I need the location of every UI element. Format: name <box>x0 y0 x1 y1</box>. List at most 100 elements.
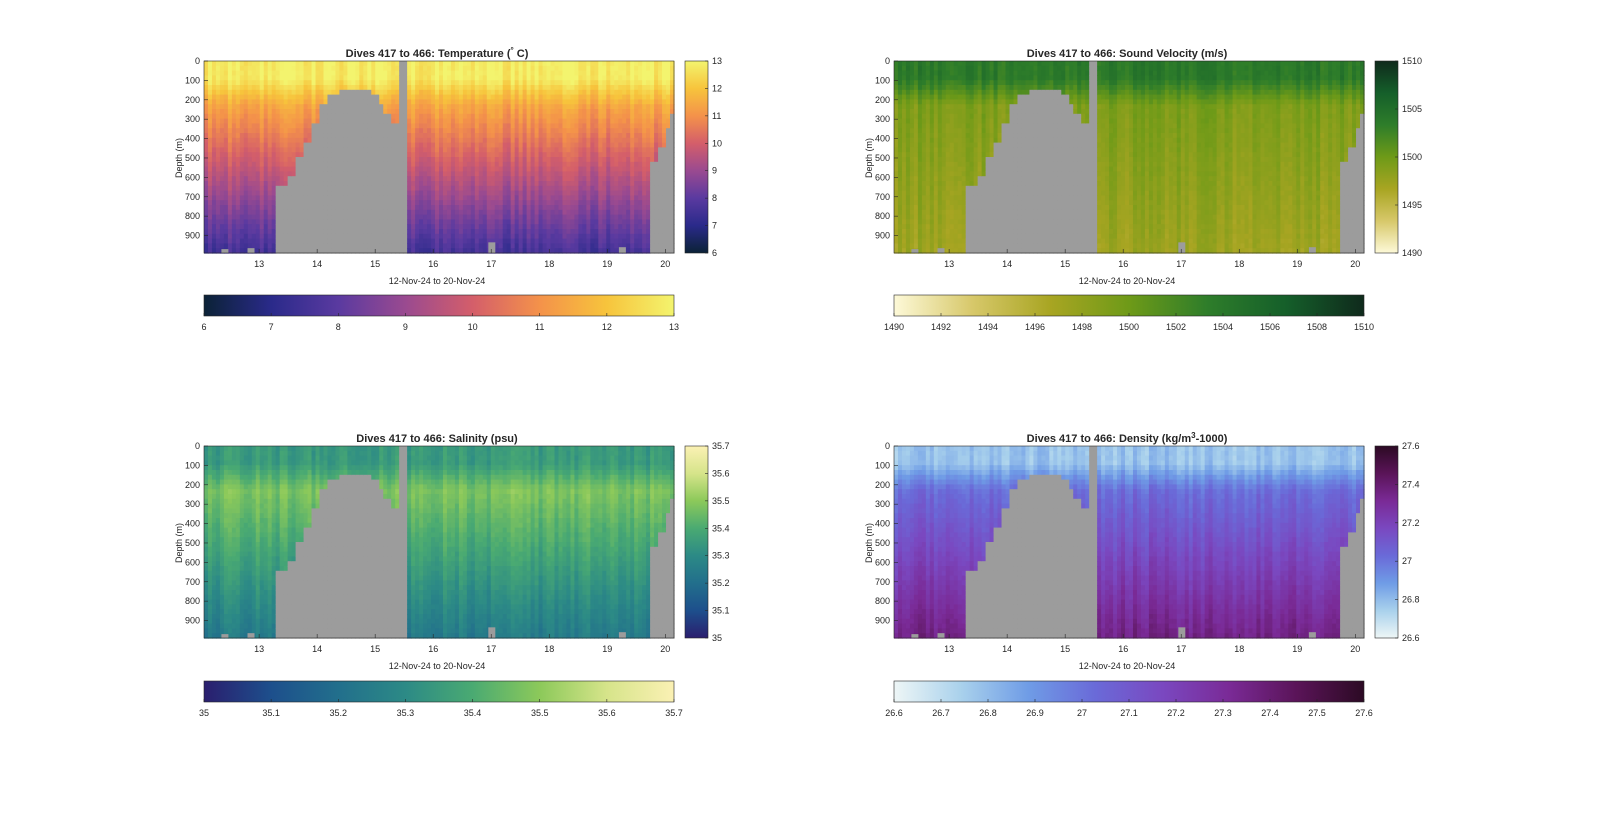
heatmap-cell <box>574 128 579 134</box>
heatmap-cell <box>526 181 532 187</box>
heatmap-cell <box>267 238 273 244</box>
heatmap-cell <box>566 190 572 196</box>
heatmap-cell <box>331 152 337 158</box>
heatmap-cell <box>287 137 293 144</box>
heatmap-cell <box>355 70 360 76</box>
heatmap-cell <box>331 209 337 216</box>
heatmap-cell <box>610 104 615 110</box>
heatmap-cell <box>291 142 297 148</box>
heatmap-cell <box>315 75 321 81</box>
heatmap-cell <box>662 205 667 211</box>
heatmap-cell <box>227 70 233 76</box>
heatmap-cell <box>263 94 269 100</box>
heatmap-cell <box>470 190 476 196</box>
heatmap-cell <box>598 157 603 163</box>
heatmap-cell <box>506 161 512 168</box>
heatmap-cell <box>534 61 540 67</box>
heatmap-cell <box>482 99 488 105</box>
heatmap-cell <box>303 195 309 201</box>
heatmap-cell <box>239 118 245 124</box>
heatmap-cell <box>894 205 899 211</box>
heatmap-cell <box>271 65 277 72</box>
heatmap-cell <box>335 123 341 129</box>
heatmap-cell <box>343 238 348 244</box>
colorbar-tick-label: 7 <box>712 221 717 231</box>
heatmap-cell <box>331 99 337 105</box>
heatmap-cell <box>578 152 583 158</box>
heatmap-cell <box>894 219 899 225</box>
heatmap-cell <box>638 113 643 120</box>
heatmap-cell <box>646 157 651 163</box>
heatmap-cell <box>299 161 305 168</box>
heatmap-cell <box>363 137 368 144</box>
heatmap-cell <box>279 123 285 129</box>
heatmap-cell <box>658 200 663 206</box>
heatmap-cell <box>618 104 623 110</box>
heatmap-cell <box>654 181 659 187</box>
heatmap-cell <box>614 195 619 201</box>
heatmap-cell <box>375 94 380 100</box>
heatmap-cell <box>909 70 915 76</box>
heatmap-cell <box>666 65 671 72</box>
heatmap-cell <box>263 248 269 254</box>
heatmap-cell <box>231 233 237 240</box>
heatmap-cell <box>391 99 396 105</box>
heatmap-cell <box>435 185 440 192</box>
heatmap-cell <box>522 65 528 72</box>
heatmap-cell <box>618 118 623 124</box>
heatmap-cell <box>510 109 516 115</box>
heatmap-cell <box>554 142 560 148</box>
heatmap-cell <box>391 238 396 244</box>
heatmap-cell <box>267 233 273 240</box>
heatmap-cell <box>901 161 907 168</box>
heatmap-cell <box>419 238 424 244</box>
heatmap-cell <box>415 224 420 230</box>
heatmap-cell <box>518 195 524 201</box>
heatmap-cell <box>558 70 564 76</box>
heatmap-cell <box>331 137 337 144</box>
heatmap-cell <box>614 113 619 120</box>
heatmap-cell <box>546 243 552 249</box>
heatmap-cell <box>518 85 524 91</box>
heatmap-cell <box>383 123 388 129</box>
heatmap-cell <box>662 185 667 192</box>
heatmap-cell <box>239 70 245 76</box>
heatmap-cell <box>355 85 360 91</box>
heatmap-cell <box>666 152 671 158</box>
heatmap-cell <box>423 248 428 254</box>
heatmap-cell <box>251 80 257 86</box>
heatmap-cell <box>490 89 496 96</box>
heatmap-cell <box>570 128 576 134</box>
heatmap-cell <box>407 224 412 230</box>
heatmap-cell <box>522 190 528 196</box>
heatmap-cell <box>343 142 348 148</box>
heatmap-cell <box>291 195 297 201</box>
heatmap-cell <box>554 171 560 177</box>
heatmap-cell <box>335 238 341 244</box>
heatmap-cell <box>375 161 380 168</box>
heatmap-cell <box>375 80 380 86</box>
heatmap-cell <box>542 70 548 76</box>
heatmap-cell <box>638 238 643 244</box>
heatmap-cell <box>347 75 352 81</box>
heatmap-cell <box>223 152 229 158</box>
heatmap-cell <box>383 99 388 105</box>
hcolorbar-tick-label: 10 <box>468 322 478 332</box>
heatmap-cell <box>478 89 484 96</box>
heatmap-cell <box>295 118 301 124</box>
heatmap-cell <box>299 157 305 163</box>
heatmap-cell <box>239 75 245 81</box>
heatmap-cell <box>498 200 504 206</box>
heatmap-cell <box>574 229 579 235</box>
heatmap-cell <box>371 224 376 230</box>
heatmap-cell <box>650 219 655 225</box>
heatmap-cell <box>235 89 241 96</box>
heatmap-cell <box>211 214 217 220</box>
heatmap-cell <box>450 200 456 206</box>
heatmap-cell <box>303 104 309 110</box>
heatmap-cell <box>518 161 524 168</box>
heatmap-cell <box>486 133 492 139</box>
heatmap-cell <box>355 123 360 129</box>
heatmap-cell <box>295 94 301 100</box>
heatmap-cell <box>554 123 560 129</box>
